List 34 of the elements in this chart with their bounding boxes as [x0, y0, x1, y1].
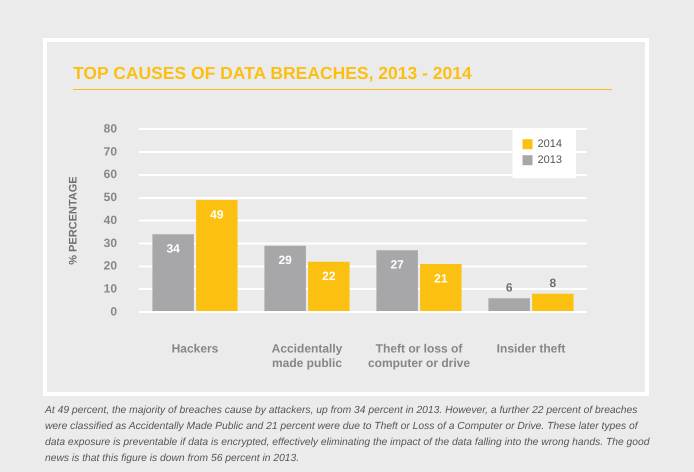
- y-tick-label: 10: [104, 281, 118, 296]
- bar: [532, 294, 574, 311]
- legend-label: 2013: [538, 154, 562, 166]
- y-tick-label: 50: [104, 190, 118, 204]
- data-label: 22: [322, 269, 336, 284]
- bar: [420, 264, 462, 311]
- bar: [376, 250, 418, 311]
- x-tick-label: Accidentally made public: [272, 342, 343, 370]
- data-label: 29: [278, 253, 292, 268]
- y-tick-label: 80: [104, 122, 118, 136]
- data-label: 8: [549, 276, 556, 290]
- bar: [264, 246, 306, 311]
- bar: [308, 262, 350, 311]
- data-label: 49: [210, 207, 224, 222]
- y-tick-label: 40: [104, 212, 118, 227]
- y-tick-label: 30: [104, 236, 118, 250]
- y-tick-label: 60: [104, 167, 118, 182]
- x-tick-label: Hackers: [172, 342, 219, 356]
- bar: [196, 200, 238, 311]
- data-label: 6: [506, 280, 513, 295]
- data-label: 21: [434, 271, 448, 286]
- legend-label: 2014: [538, 138, 562, 150]
- bar: [488, 298, 530, 311]
- y-axis-title: % PERCENTAGE: [68, 176, 80, 265]
- y-tick-label: 0: [110, 304, 118, 318]
- y-tick-label: 20: [104, 258, 118, 273]
- x-tick-label: Theft or loss of computer or drive: [368, 342, 470, 370]
- data-label: 34: [166, 242, 180, 256]
- data-label: 27: [390, 258, 404, 272]
- y-tick-label: 70: [104, 144, 118, 158]
- bar: [152, 234, 194, 311]
- chart-title: TOP CAUSES OF DATA BREACHES, 2013 - 2014: [73, 63, 472, 84]
- x-tick-label: Insider theft: [496, 342, 566, 356]
- text: At 49 percent, the majority of breaches cause by attackers, up from 34 percent in 2013. However, a further 22 percent of breaches were classified as Accidentally Made Public and 21 percent were due to Theft or Loss of a Computer or Drive. These later types of data exposure is preventable if data is encrypted, effectively eliminating the impact of the data falling into the wrong hands. The good news is that this figure is down from 56 percent in 2013.: [45, 404, 651, 466]
